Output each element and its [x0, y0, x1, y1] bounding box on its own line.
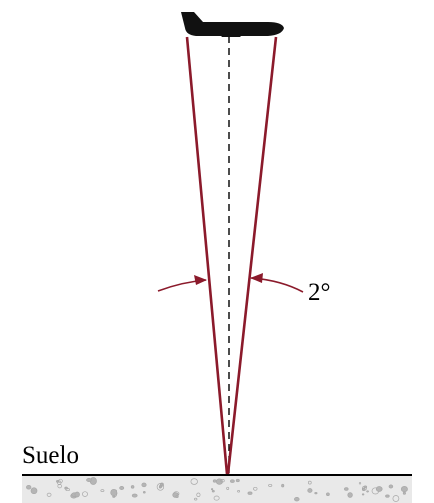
- ground-pebble: [196, 492, 201, 497]
- ground-pebble: [307, 488, 313, 493]
- ground-pebble: [358, 482, 362, 485]
- ground-pebble: [347, 492, 353, 498]
- ground-strip: [22, 474, 412, 503]
- ground-pebble: [385, 494, 390, 498]
- ground-pebble: [220, 479, 225, 483]
- ground-pebble: [211, 490, 215, 493]
- ground-pebbles: [26, 477, 408, 502]
- airplane-icon: [181, 12, 284, 37]
- ground-pebble: [363, 485, 368, 489]
- ground-pebble: [30, 487, 38, 495]
- beam-right-line: [226, 36, 278, 475]
- ground-pebble: [375, 486, 383, 492]
- ground-pebble: [314, 491, 318, 495]
- ground-pebble: [307, 480, 312, 485]
- ground-pebble: [190, 478, 198, 485]
- ground-pebble: [402, 491, 406, 495]
- angle-arrow-left: [157, 275, 207, 292]
- ground-pebble: [326, 492, 330, 496]
- ground-pebble: [82, 491, 88, 497]
- ground-pebble: [175, 495, 179, 498]
- ground-pebble: [26, 484, 32, 490]
- ground-pebble: [156, 483, 165, 491]
- ground-pebble: [64, 486, 68, 490]
- ground-pebble: [268, 483, 273, 487]
- ground-pebble: [86, 478, 92, 482]
- ground-pebble: [226, 486, 230, 490]
- ground-pebble: [119, 486, 125, 490]
- ground-pebble: [142, 491, 146, 494]
- ground-pebble: [210, 488, 214, 491]
- ground-pebble: [235, 478, 240, 483]
- ground-pebble: [281, 483, 285, 488]
- ground-pebble: [74, 491, 80, 498]
- ground-pebble: [57, 483, 62, 489]
- angle-arrow-right: [250, 273, 304, 293]
- ground-pebble: [141, 482, 147, 488]
- ground-pebble: [57, 480, 62, 486]
- ground-pebble: [392, 495, 400, 502]
- ground-pebble: [366, 490, 369, 493]
- ground-pebble: [294, 497, 300, 502]
- ground-pebble: [194, 497, 198, 501]
- ground-pebble: [388, 484, 394, 489]
- ground-pebble: [361, 493, 365, 496]
- ground-pebble: [130, 485, 135, 489]
- angle-label: 2°: [308, 279, 331, 306]
- ground-pebble: [344, 487, 349, 491]
- ground-pebble: [253, 486, 258, 491]
- ground-pebble: [213, 495, 220, 501]
- ground-pebble: [212, 479, 217, 483]
- ground-pebble: [400, 486, 408, 493]
- ground-pebble: [247, 491, 253, 495]
- ground-pebble: [131, 493, 138, 498]
- ground-pebble: [100, 489, 105, 492]
- ground-pebble: [159, 484, 163, 489]
- ground-label: Suelo: [22, 442, 79, 469]
- beam-left-line: [185, 36, 229, 475]
- ground-pebble: [46, 492, 52, 497]
- ground-pebble: [237, 490, 241, 493]
- ground-pebble: [110, 488, 118, 497]
- ground-pebble: [230, 479, 235, 483]
